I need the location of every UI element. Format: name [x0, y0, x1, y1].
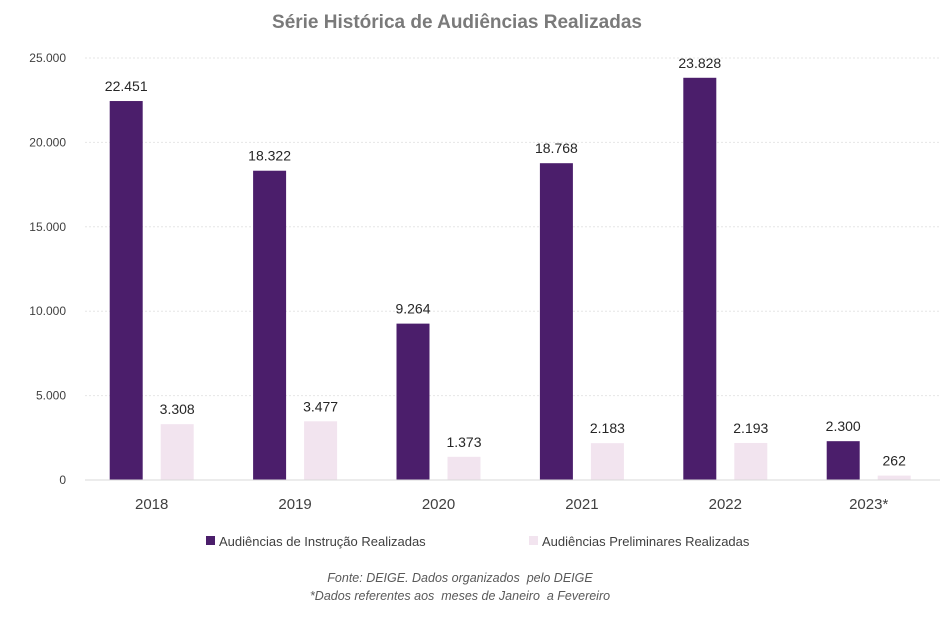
x-tick-label: 2022 [709, 496, 742, 513]
bar-instrucao [109, 101, 143, 480]
legend-swatch-instrucao [206, 536, 215, 545]
data-label-instrucao: 18.768 [535, 140, 578, 156]
bar-preliminares [304, 421, 338, 480]
legend-swatch-preliminares [529, 536, 538, 545]
y-tick-label: 25.000 [29, 51, 66, 65]
y-tick-label: 10.000 [29, 304, 66, 318]
bars [109, 77, 911, 481]
bar-instrucao [396, 323, 430, 480]
data-label-instrucao: 9.264 [395, 301, 430, 317]
legend-label-instrucao: Audiências de Instrução Realizadas [219, 534, 426, 549]
y-tick-label: 0 [59, 473, 66, 487]
bar-preliminares [590, 443, 624, 480]
bar-preliminares [160, 424, 194, 480]
bar-instrucao [253, 170, 287, 480]
data-label-preliminares: 3.308 [160, 401, 195, 417]
period-note: *Dados referentes aos meses de Janeiro a… [310, 589, 610, 603]
bar-preliminares [877, 475, 911, 480]
data-label-instrucao: 2.300 [826, 418, 861, 434]
data-label-preliminares: 2.193 [733, 420, 768, 436]
legend-label-preliminares: Audiências Preliminares Realizadas [542, 534, 750, 549]
legend: Audiências de Instrução Realizadas Audiê… [206, 534, 750, 549]
y-tick-label: 15.000 [29, 220, 66, 234]
y-tick-label: 20.000 [29, 135, 66, 149]
data-label-preliminares: 262 [883, 453, 907, 469]
bar-preliminares [734, 442, 768, 480]
bar-instrucao [683, 77, 717, 481]
data-label-instrucao: 18.322 [248, 148, 291, 164]
x-tick-label: 2019 [278, 496, 311, 513]
x-tick-label: 2023* [849, 496, 888, 513]
x-tick-label: 2020 [422, 496, 455, 513]
x-tick-label: 2018 [135, 496, 168, 513]
data-label-preliminares: 2.183 [590, 420, 625, 436]
source-note: Fonte: DEIGE. Dados organizados pelo DEI… [327, 571, 593, 585]
x-tick-label: 2021 [565, 496, 598, 513]
y-axis-ticks: 0 5.000 10.000 15.000 20.000 25.000 [29, 51, 66, 487]
x-axis-ticks: 2018 2019 2020 2021 2022 2023* [135, 496, 888, 513]
gridlines [85, 57, 940, 397]
bar-preliminares [447, 456, 481, 480]
y-tick-label: 5.000 [36, 389, 66, 403]
data-label-preliminares: 3.477 [303, 398, 338, 414]
bar-instrucao [826, 441, 860, 480]
data-label-instrucao: 22.451 [105, 78, 148, 94]
bar-instrucao [539, 163, 573, 480]
data-label-instrucao: 23.828 [678, 55, 721, 71]
data-label-preliminares: 1.373 [446, 434, 481, 450]
chart-title: Série Histórica de Audiências Realizadas [272, 12, 642, 33]
data-labels: 22.451 3.308 18.322 3.477 9.264 1.373 18.768 2.… [105, 55, 906, 469]
